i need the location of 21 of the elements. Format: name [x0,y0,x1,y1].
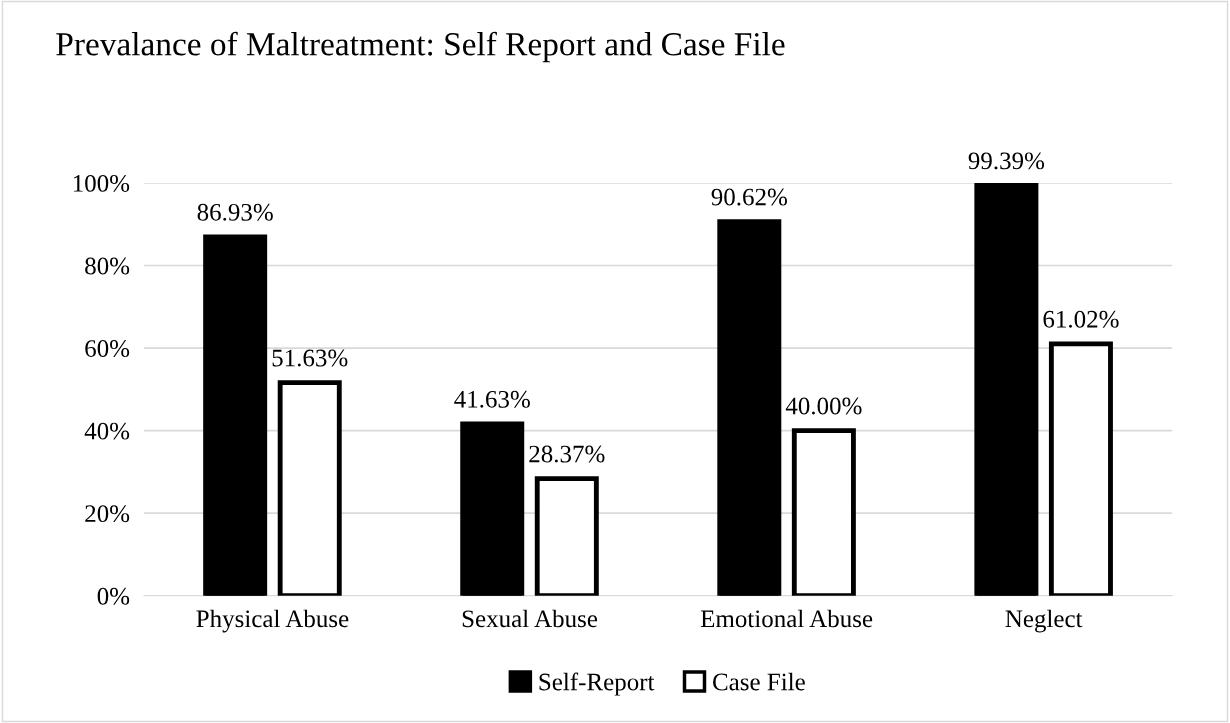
data-label: 51.63% [272,349,348,367]
y-tick-label: 100% [73,174,130,192]
data-label: 99.39% [968,152,1045,170]
data-label: 28.37% [529,445,605,463]
legend-label: Self-Report [539,672,655,696]
y-tick-label: 0% [97,587,130,605]
data-label: 90.62% [711,188,787,206]
y-tick-label: 40% [84,422,130,440]
y-tick-label: 20% [85,505,130,523]
x-tick-label: Neglect [1005,609,1083,633]
x-tick-label: Sexual Abuse [462,609,598,628]
legend-label: Case File [713,672,805,691]
x-tick-label: Emotional Abuse [700,609,873,628]
data-label: 61.02% [1043,310,1119,328]
y-tick-label: 60% [85,340,130,358]
x-tick-label: Physical Abuse [196,609,349,633]
data-label: 40.00% [785,397,862,415]
chart-title: Prevalance of Maltreatment: Self Report and Case File [56,31,785,63]
data-label: 86.93% [197,203,273,221]
data-label: 41.63% [454,390,530,408]
y-tick-label: 80% [85,257,130,275]
